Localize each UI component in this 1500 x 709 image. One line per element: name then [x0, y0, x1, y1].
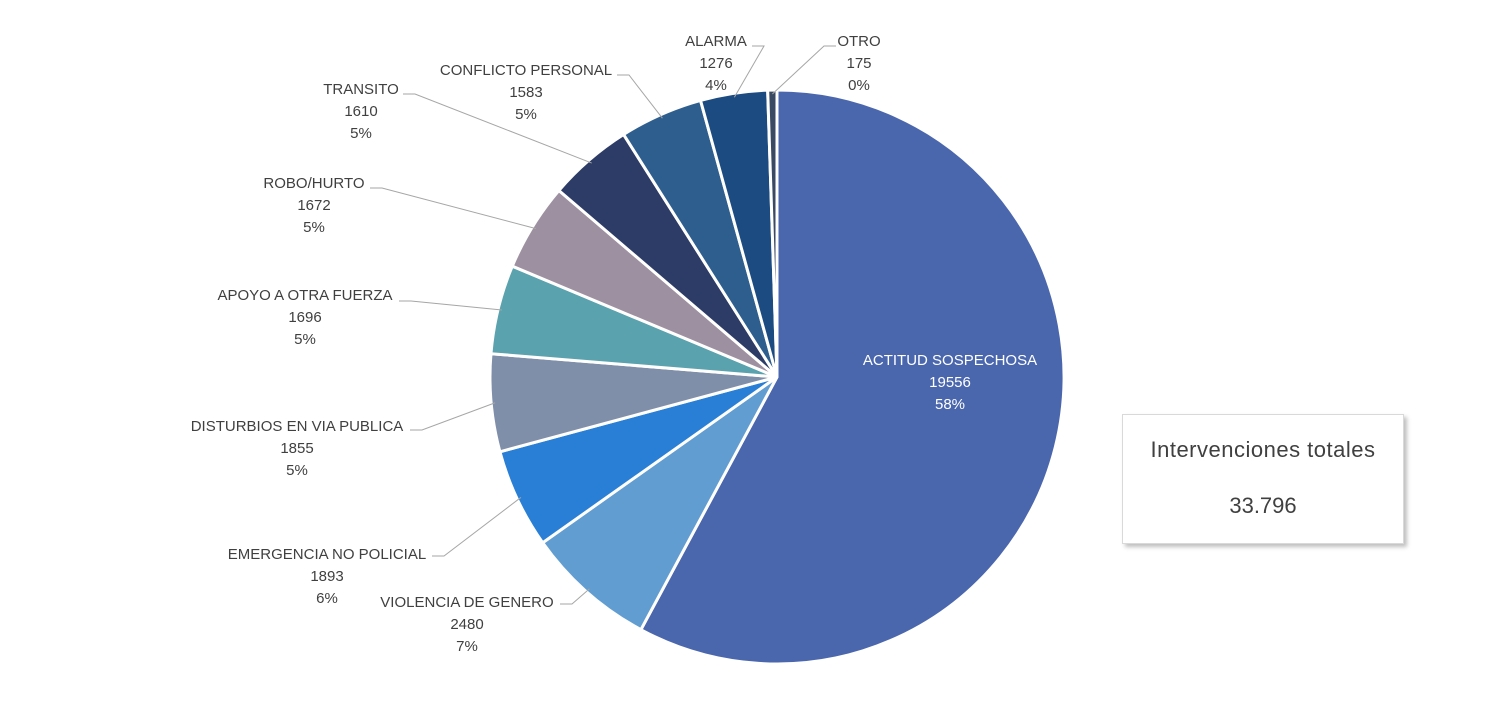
slice-percent: 5% [350, 125, 372, 142]
slice-value: 19556 [929, 374, 971, 391]
slice-label: DISTURBIOS EN VIA PUBLICA [191, 418, 404, 435]
slice-percent: 0% [848, 77, 870, 94]
total-interventions-title: Intervenciones totales [1150, 437, 1376, 462]
slice-percent: 4% [705, 77, 727, 94]
slice-value: 1893 [310, 568, 343, 585]
leader-line [560, 588, 590, 605]
leader-line [410, 402, 496, 431]
leader-line [733, 45, 765, 98]
slice-value: 175 [846, 55, 871, 72]
leader-line [403, 93, 592, 164]
slice-percent: 5% [303, 219, 325, 236]
slice-value: 1583 [509, 84, 542, 101]
leader-line [772, 45, 836, 95]
slice-value: 1855 [280, 440, 313, 457]
total-interventions-value: 33.796 [1229, 493, 1297, 518]
slice-label: TRANSITO [323, 81, 399, 98]
slice-percent: 5% [515, 106, 537, 123]
slice-label: EMERGENCIA NO POLICIAL [228, 546, 426, 563]
leader-line [617, 74, 663, 119]
slice-percent: 5% [294, 331, 316, 348]
slice-label: ROBO/HURTO [263, 175, 364, 192]
pie-slice [638, 88, 1066, 666]
slice-percent: 58% [935, 396, 965, 413]
slice-value: 1610 [344, 103, 377, 120]
slice-percent: 7% [456, 638, 478, 655]
slice-percent: 6% [316, 590, 338, 607]
slice-value: 2480 [450, 616, 483, 633]
total-interventions-box: Intervenciones totales 33.796 [1122, 414, 1404, 544]
pie-slice [540, 375, 779, 632]
slice-label: CONFLICTO PERSONAL [440, 62, 612, 79]
slice-label: APOYO A OTRA FUERZA [217, 287, 392, 304]
leader-line [432, 497, 522, 557]
slice-percent: 5% [286, 462, 308, 479]
slice-value: 1696 [288, 309, 321, 326]
slice-label: OTRO [837, 33, 880, 50]
slice-value: 1672 [297, 197, 330, 214]
slice-label: ACTITUD SOSPECHOSA [863, 352, 1037, 369]
pie-slices [488, 88, 1066, 666]
slice-value: 1276 [699, 55, 732, 72]
slice-label: VIOLENCIA DE GENERO [380, 594, 553, 611]
pie-labels: ACTITUD SOSPECHOSA 19556 58% VIOLENCIA DE G… [191, 33, 1037, 655]
slice-label: ALARMA [685, 33, 747, 50]
leader-line [399, 300, 503, 311]
leader-line [370, 187, 537, 230]
